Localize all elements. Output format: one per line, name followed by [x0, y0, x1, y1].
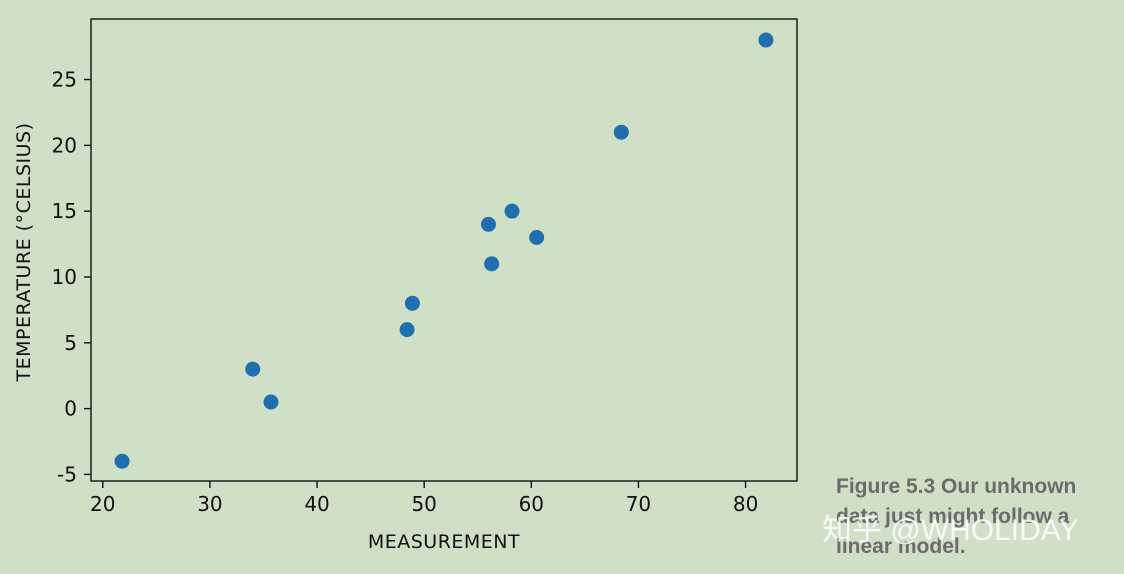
y-tick-label: 15 [52, 199, 77, 223]
figure-caption: Figure 5.3 Our unknown data just might f… [836, 475, 1077, 558]
y-axis-label: TEMPERATURE (°CELSIUS) [13, 123, 35, 383]
y-tick-label: 20 [52, 133, 77, 157]
scatter-point [484, 256, 500, 272]
x-tick-label: 30 [197, 492, 222, 516]
x-tick-label: 20 [90, 492, 115, 516]
scatter-point [399, 322, 415, 338]
x-tick-label: 50 [411, 492, 436, 516]
y-tick-label: -5 [57, 462, 77, 486]
scatter-point [404, 295, 420, 311]
scatter-point [613, 124, 629, 140]
scatter-point [245, 361, 261, 377]
y-axis-ticks: -5 0 5 10 15 20 25 [52, 68, 91, 486]
y-tick-label: 0 [64, 397, 77, 421]
scatter-point [114, 453, 130, 469]
x-tick-label: 80 [733, 492, 758, 516]
x-tick-label: 70 [626, 492, 651, 516]
x-axis-ticks: 20 30 40 50 60 70 80 [90, 481, 758, 516]
plot-frame [90, 18, 798, 482]
data-points [114, 32, 774, 469]
x-axis-label: MEASUREMENT [368, 531, 520, 553]
scatter-point [529, 229, 545, 245]
y-tick-label: 5 [64, 331, 77, 355]
y-tick-label: 25 [52, 68, 77, 92]
watermark: 知乎 @WHOLIDAY [822, 514, 1079, 547]
scatter-point [504, 203, 520, 219]
scatter-point [263, 394, 279, 410]
scatter-point [758, 32, 774, 48]
x-tick-label: 60 [519, 492, 544, 516]
x-tick-label: 40 [304, 492, 329, 516]
y-tick-label: 10 [52, 265, 77, 289]
scatter-point [480, 216, 496, 232]
